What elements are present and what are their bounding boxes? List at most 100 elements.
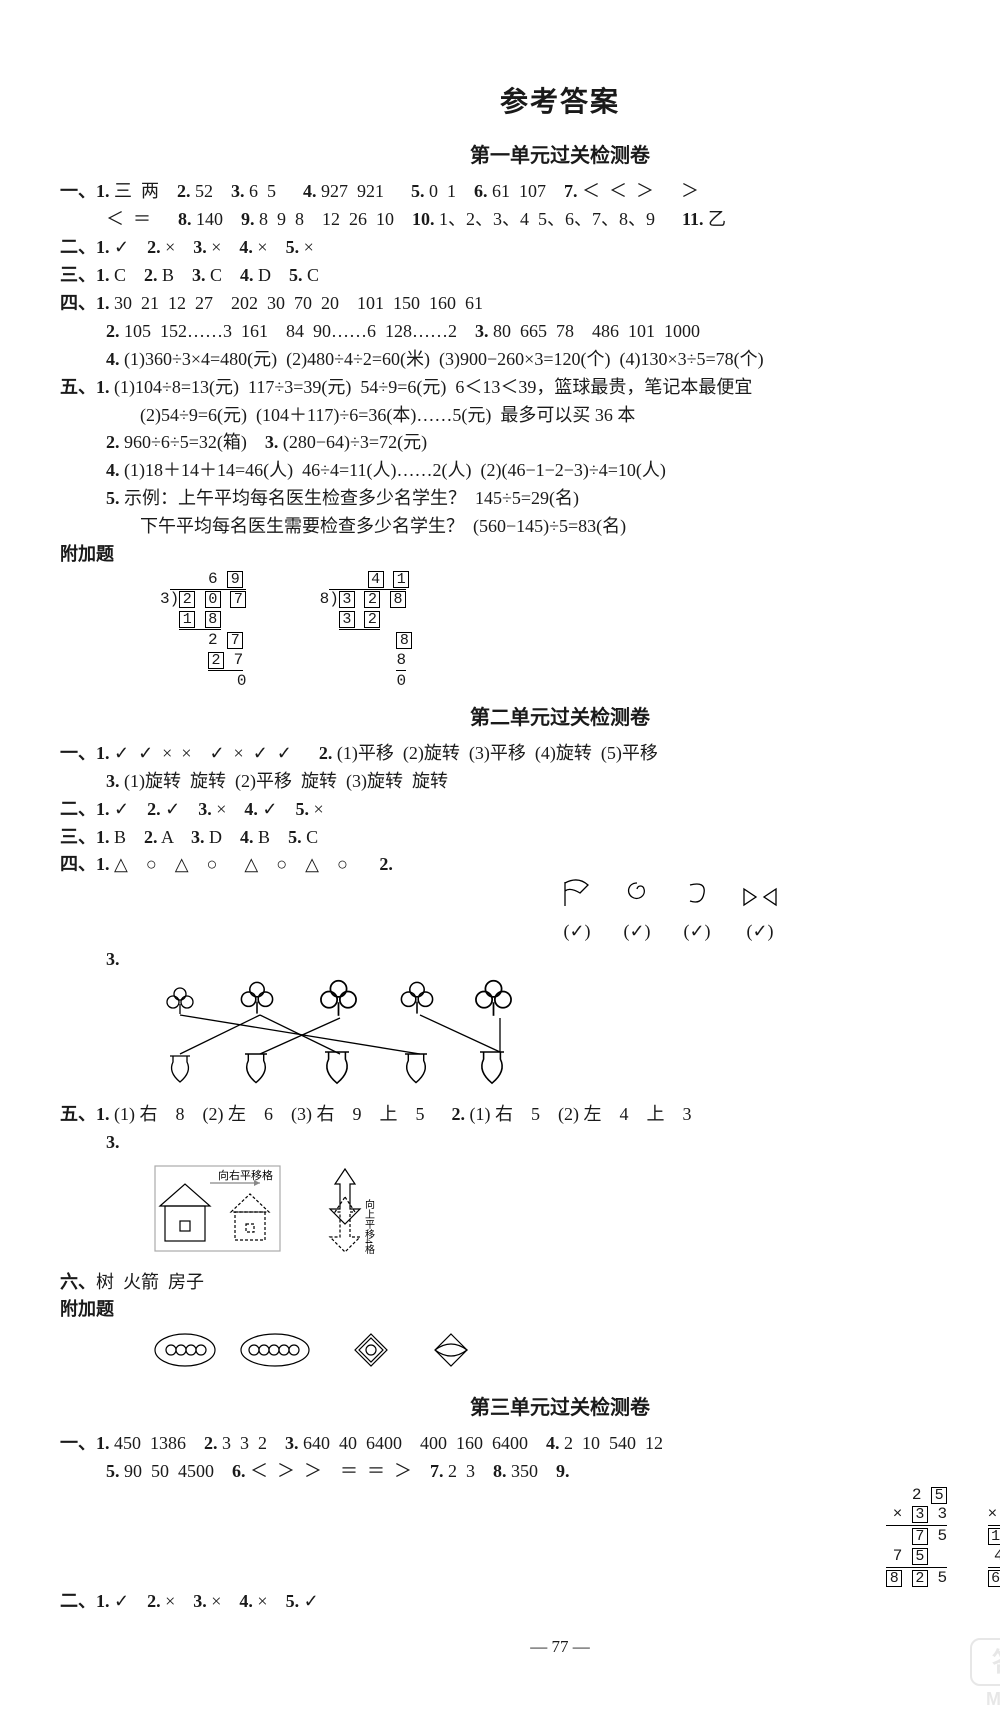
vertical-mult-2: 4 9 × 1 4 1 9 6 4 9 6 8 6 xyxy=(988,1486,1000,1588)
u1s1q5: 0 1 xyxy=(429,181,456,201)
u1s2q3: × xyxy=(211,237,221,257)
u3s1q1: 450 1386 xyxy=(114,1433,186,1453)
u1s5q2: 960÷6÷5=32(箱) xyxy=(124,432,247,452)
u2-s4q2-shapes: (✓) (✓) (✓) (✓) xyxy=(60,879,1000,946)
u2s2q2: ✓ xyxy=(165,799,180,819)
shape-bowtie-icon xyxy=(740,879,780,909)
u1-s1-l2: ＜ ＝ 8. 140 9. 8 9 8 12 26 10 10. 1、2、3、4… xyxy=(60,206,1000,234)
u3s1q8: 350 xyxy=(511,1461,538,1481)
u1s1l2a: ＜ ＝ xyxy=(106,209,151,229)
u1-bonus-title: 附加题 xyxy=(60,544,114,564)
u3s1q7: 2 3 xyxy=(448,1461,475,1481)
unit3-heading: 第三单元过关检测卷 xyxy=(60,1393,1000,1424)
u1s1q10: 1、2、3、4 5、6、7、8、9 xyxy=(439,209,655,229)
u3s1q4: 2 10 540 12 xyxy=(564,1433,663,1453)
unit1-heading: 第一单元过关检测卷 xyxy=(60,141,1000,172)
u1-s3: 三、1. C 2. B 3. C 4. D 5. C xyxy=(60,262,1000,290)
u3s1q6: ＜ ＞ ＞ ＝ ＝ ＞ xyxy=(250,1461,412,1481)
shape-swirl-icon xyxy=(620,879,654,909)
u1s3q2: B xyxy=(162,265,174,285)
u2-bonus-shapes xyxy=(150,1328,1000,1381)
unit2-heading: 第二单元过关检测卷 xyxy=(60,703,1000,734)
u3s1q3: 640 40 6400 400 160 6400 xyxy=(303,1433,528,1453)
u2s3q2: A xyxy=(161,827,173,847)
long-division-2: 4 1 8)3 2 8 3 2 8 8 0 xyxy=(320,569,413,691)
u3s2q3: × xyxy=(211,1591,221,1611)
u2s3q5: C xyxy=(306,827,318,847)
u1s5q5a: 示例：上午平均每名医生检查多少名学生？ 145÷5=29(名) xyxy=(124,488,579,508)
page-title: 参考答案 xyxy=(60,80,1000,123)
u1s1q4: 927 921 xyxy=(321,181,384,201)
check3: (✓) xyxy=(680,918,714,946)
u1s2q2: × xyxy=(165,237,175,257)
u2-s1-l2: 3. (1)旋转 旋转 (2)平移 旋转 (3)旋转 旋转 xyxy=(60,768,1000,796)
u1s2q1: ✓ xyxy=(114,237,129,257)
u1s5q3: (280−64)÷3=72(元) xyxy=(283,432,427,452)
page-number: — 77 — xyxy=(60,1634,1000,1660)
u1s2q5: × xyxy=(304,237,314,257)
long-division-1: 6 9 3)2 0 7 1 8 2 7 2 7 0 xyxy=(160,569,250,691)
shape-hook-icon xyxy=(680,879,714,909)
u2s2q1: ✓ xyxy=(114,799,129,819)
u1-s5-l4: 4. (1)18＋14＋14=46(人) 46÷4=11(人)……2(人) (2… xyxy=(60,457,1000,485)
u1s5q1b: (2)54÷9=6(元) (104＋117)÷6=36(本)……5(元) 最多可… xyxy=(140,405,635,425)
u2s2q3: × xyxy=(216,799,226,819)
u2-bonus-title: 附加题 xyxy=(60,1299,114,1319)
u1s1q2: 52 xyxy=(195,181,213,201)
u3-s1-l1: 一、1. 450 1386 2. 3 3 2 3. 640 40 6400 40… xyxy=(60,1430,1000,1458)
u2s6: 树 火箭 房子 xyxy=(96,1272,204,1292)
u1s4q1: 30 21 12 27 202 30 70 20 101 150 160 61 xyxy=(114,293,483,313)
vertical-mult-1: 2 5 × 3 3 7 5 7 5 8 2 5 xyxy=(886,1486,947,1588)
u1s3q5: C xyxy=(307,265,319,285)
u2s1q1: ✓ ✓ × × ✓ × ✓ ✓ xyxy=(114,743,292,763)
check4: (✓) xyxy=(740,918,780,946)
u1s1q7: ＜ ＜ ＞ ＞ xyxy=(582,181,699,201)
u1s4q2: 105 152……3 161 84 90……6 128……2 xyxy=(124,321,457,341)
u1s2q4: × xyxy=(257,237,267,257)
u2s3q1: B xyxy=(114,827,126,847)
u2-s5-l1: 五、1. (1) 右 8 (2) 左 6 (3) 右 9 上 5 2. (1) … xyxy=(60,1101,1000,1129)
u1s5q4: (1)18＋14＋14=46(人) 46÷4=11(人)……2(人) (2)(4… xyxy=(124,460,666,480)
svg-text:向右平移格: 向右平移格 xyxy=(218,1168,273,1182)
u3s1q5: 90 50 4500 xyxy=(124,1461,214,1481)
shape-flag-icon xyxy=(560,879,594,909)
u1-s4-l2: 2. 105 152……3 161 84 90……6 128……2 3. 80 … xyxy=(60,318,1000,346)
watermark-bottom: MXQE.COM xyxy=(970,1686,1000,1714)
u1s5q5b: 下午平均每名医生需要检查多少名学生？ (560−145)÷5=83(名) xyxy=(140,516,626,536)
u1s1q6: 61 107 xyxy=(492,181,546,201)
u1-s5-l2: (2)54÷9=6(元) (104＋117)÷6=36(本)……5(元) 最多可… xyxy=(60,402,1000,430)
u1-s1-l1: 一、1. 三 两 2. 52 3. 6 5 4. 927 921 5. 0 1 … xyxy=(60,178,1000,206)
u1s1q1: 三 两 xyxy=(114,181,159,201)
u3s2q1: ✓ xyxy=(114,1591,129,1611)
u2s5q1: (1) 右 8 (2) 左 6 (3) 右 9 上 5 xyxy=(114,1104,424,1124)
u1s4q3: 80 665 78 486 101 1000 xyxy=(493,321,700,341)
u1s1q9: 8 9 8 12 26 10 xyxy=(259,209,394,229)
u1-bonus-divs: 6 9 3)2 0 7 1 8 2 7 2 7 0 4 1 8)3 2 8 3 … xyxy=(60,569,1000,691)
svg-text:向上平移4格: 向上平移4格 xyxy=(363,1197,375,1254)
u1-s5-l6: 下午平均每名医生需要检查多少名学生？ (560−145)÷5=83(名) xyxy=(60,513,1000,541)
u2-bonus: 附加题 xyxy=(60,1296,1000,1324)
u3s2q2: × xyxy=(165,1591,175,1611)
u2s5q2: (1) 右 5 (2) 左 4 上 3 xyxy=(469,1104,691,1124)
u2-s4: 四、1. △ ○ △ ○ △ ○ △ ○ 2. xyxy=(60,851,1000,879)
u1s1q3: 6 5 xyxy=(249,181,276,201)
u1-s5-l5: 5. 示例：上午平均每名医生检查多少名学生？ 145÷5=29(名) xyxy=(60,485,1000,513)
u1s4q4: (1)360÷3×4=480(元) (2)480÷4÷2=60(米) (3)90… xyxy=(124,349,764,369)
u2-s2: 二、1. ✓ 2. ✓ 3. × 4. ✓ 5. × xyxy=(60,796,1000,824)
u2-s6: 六、树 火箭 房子 xyxy=(60,1269,1000,1297)
u3s2q4: × xyxy=(257,1591,267,1611)
check1: (✓) xyxy=(560,918,594,946)
u2-s1-l1: 一、1. ✓ ✓ × × ✓ × ✓ ✓ 2. (1)平移 (2)旋转 (3)平… xyxy=(60,740,1000,768)
u2s2q5: × xyxy=(313,799,323,819)
u1s3q4: D xyxy=(258,265,271,285)
u2s2q4: ✓ xyxy=(262,799,277,819)
u1s1q11: 乙 xyxy=(708,209,726,229)
u1s1q8: 140 xyxy=(196,209,223,229)
u3-s2: 二、1. ✓ 2. × 3. × 4. × 5. ✓ xyxy=(60,1588,1000,1616)
u1s3q3: C xyxy=(210,265,222,285)
u1-s2: 二、1. ✓ 2. × 3. × 4. × 5. × xyxy=(60,234,1000,262)
u1-bonus-label: 附加题 xyxy=(60,541,1000,569)
u3s1q9l: 9. xyxy=(556,1461,570,1481)
u1-s4-l1: 四、1. 30 21 12 27 202 30 70 20 101 150 16… xyxy=(60,290,1000,318)
u2-s4-q3-label: 3. xyxy=(60,946,1000,974)
